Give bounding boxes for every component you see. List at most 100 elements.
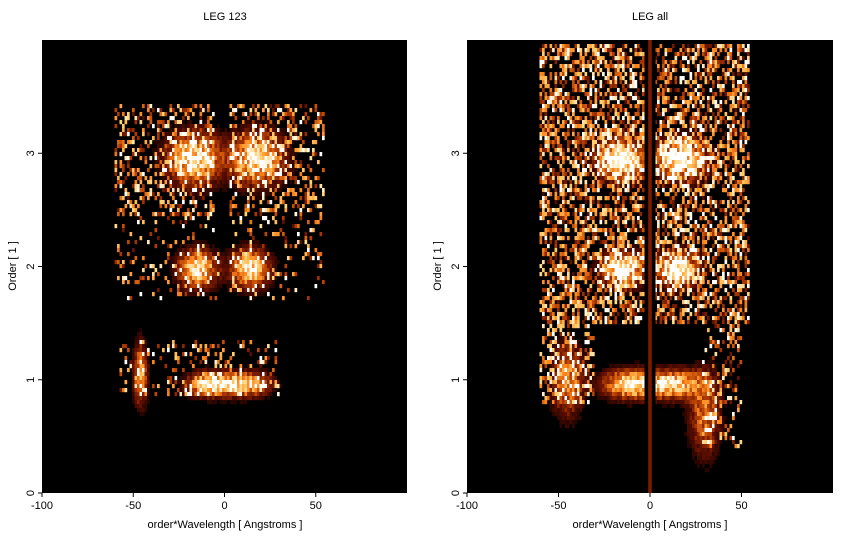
heatmap-cell (715, 204, 718, 208)
heatmap-cell (622, 212, 625, 216)
heatmap-cell (300, 148, 303, 152)
heatmap-cell (235, 128, 238, 132)
heatmap-cell (662, 136, 665, 140)
heatmap-cell (252, 380, 255, 384)
heatmap-cell (170, 108, 173, 112)
heatmap-cell (682, 200, 685, 204)
heatmap-cell (740, 136, 743, 140)
heatmap-cell (202, 172, 205, 176)
heatmap-cell (275, 376, 278, 380)
heatmap-cell (265, 176, 268, 180)
heatmap-cell (695, 100, 698, 104)
heatmap-cell (165, 176, 168, 180)
heatmap-cell (162, 140, 165, 144)
heatmap-cell (205, 360, 208, 364)
heatmap-cell (215, 388, 218, 392)
heatmap-cell (270, 284, 273, 288)
heatmap-cell (275, 132, 278, 136)
heatmap-cell (662, 184, 665, 188)
heatmap-cell (695, 104, 698, 108)
heatmap-cell (155, 228, 158, 232)
heatmap-cell (690, 168, 693, 172)
heatmap-cell (215, 360, 218, 364)
heatmap-cell (217, 124, 220, 128)
heatmap-cell (695, 156, 698, 160)
heatmap-cell (692, 104, 695, 108)
heatmap-cell (690, 140, 693, 144)
heatmap-cell (635, 44, 638, 48)
heatmap-cell (580, 196, 583, 200)
heatmap-cell (740, 200, 743, 204)
heatmap-cell (620, 136, 623, 140)
heatmap-cell (265, 244, 268, 248)
heatmap-cell (637, 188, 640, 192)
heatmap-cell (547, 136, 550, 140)
heatmap-cell (540, 212, 543, 216)
heatmap-cell (217, 148, 220, 152)
heatmap-cell (220, 268, 223, 272)
heatmap-cell (740, 208, 743, 212)
heatmap-cell (605, 128, 608, 132)
heatmap-cell (590, 164, 593, 168)
heatmap-cell (545, 160, 548, 164)
heatmap-cell (600, 168, 603, 172)
heatmap-cell (242, 292, 245, 296)
heatmap-cell (627, 100, 630, 104)
heatmap-cell (630, 184, 633, 188)
heatmap-cell (200, 192, 203, 196)
heatmap-cell (265, 248, 268, 252)
heatmap-cell (540, 72, 543, 76)
heatmap-cell (235, 376, 238, 380)
heatmap-cell (545, 144, 548, 148)
heatmap-cell (735, 64, 738, 68)
heatmap-cell (682, 132, 685, 136)
heatmap-cell (115, 160, 118, 164)
heatmap-cell (272, 256, 275, 260)
heatmap-cell (637, 216, 640, 220)
heatmap-cell (147, 180, 150, 184)
heatmap-cell (197, 124, 200, 128)
heatmap-cell (207, 108, 210, 112)
heatmap-cell (635, 140, 638, 144)
heatmap-cell (295, 164, 298, 168)
heatmap-cell (185, 352, 188, 356)
heatmap-cell (730, 212, 733, 216)
heatmap-cell (597, 204, 600, 208)
heatmap-cell (590, 136, 593, 140)
heatmap-cell (217, 288, 220, 292)
heatmap-cell (642, 184, 645, 188)
heatmap-cell (245, 388, 248, 392)
heatmap-cell (170, 208, 173, 212)
heatmap-cell (205, 144, 208, 148)
heatmap-cell (275, 188, 278, 192)
heatmap-cell (697, 84, 700, 88)
heatmap-cell (707, 120, 710, 124)
heatmap-cell (237, 212, 240, 216)
heatmap-cell (612, 84, 615, 88)
heatmap-cell (672, 212, 675, 216)
heatmap-cell (192, 252, 195, 256)
heatmap-cell (610, 212, 613, 216)
heatmap-cell (295, 176, 298, 180)
heatmap-cell (202, 376, 205, 380)
heatmap-cell (157, 272, 160, 276)
heatmap-cell (705, 56, 708, 60)
heatmap-cell (250, 252, 253, 256)
heatmap-cell (230, 136, 233, 140)
heatmap-cell (180, 260, 183, 264)
heatmap-cell (290, 136, 293, 140)
heatmap-cell (660, 128, 663, 132)
heatmap-cell (170, 192, 173, 196)
heatmap-cell (697, 92, 700, 96)
heatmap-cell (702, 168, 705, 172)
heatmap-cell (642, 64, 645, 68)
heatmap-cell (162, 160, 165, 164)
heatmap-cell (737, 100, 740, 104)
heatmap-cell (267, 136, 270, 140)
heatmap-cell (205, 176, 208, 180)
heatmap-cell (272, 384, 275, 388)
heatmap-cell (190, 148, 193, 152)
heatmap-cell (555, 80, 558, 84)
heatmap-cell (237, 104, 240, 108)
heatmap-cell (207, 364, 210, 368)
